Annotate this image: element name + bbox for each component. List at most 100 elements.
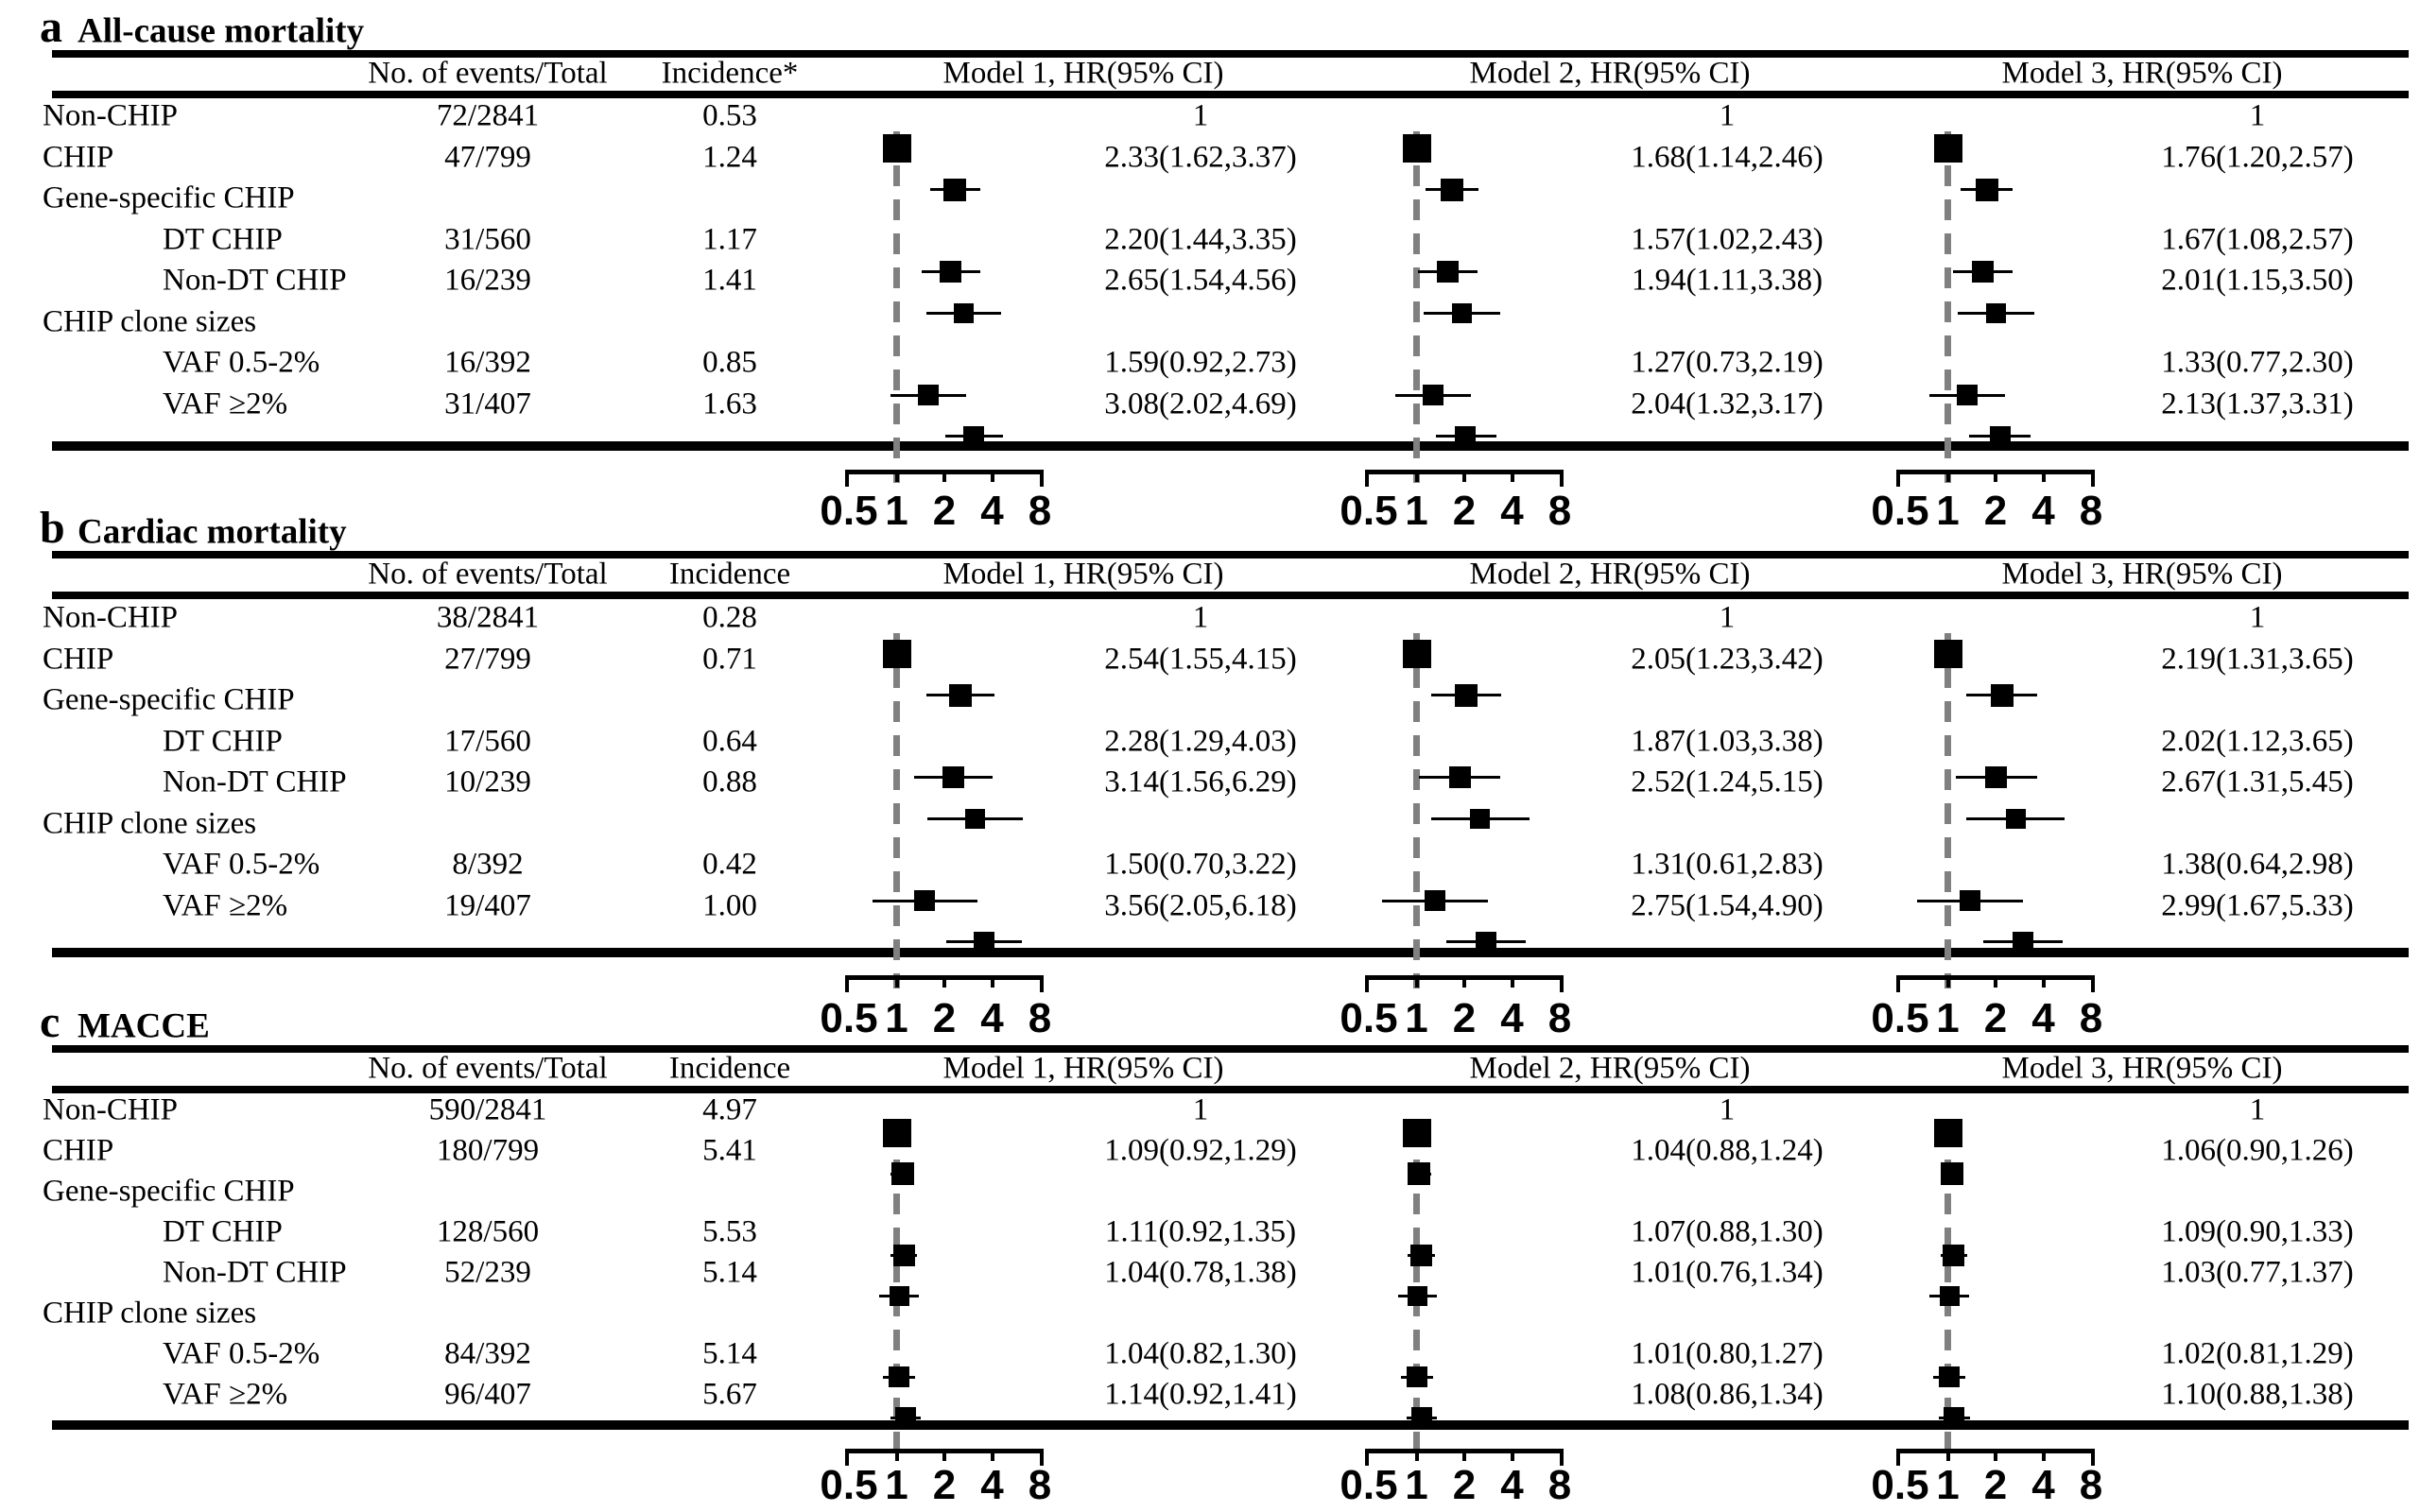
axis-tick-label: 1 <box>1405 995 1428 1041</box>
hr-value: 1 <box>2249 600 2266 635</box>
incidence-value: 5.14 <box>702 1336 757 1371</box>
forest-marker <box>1933 1119 1962 1147</box>
axis-tick-label: 2 <box>1983 488 2008 534</box>
hr-value: 1.38(0.64,2.98) <box>2161 847 2354 882</box>
rule-bottom <box>52 441 2409 451</box>
axis-tick-label: 8 <box>2079 1462 2103 1508</box>
axis-tick-label: 1 <box>885 488 908 534</box>
forest-marker <box>954 302 974 323</box>
events-value: 17/560 <box>444 724 531 758</box>
incidence-value: 0.88 <box>702 765 757 799</box>
forest-marker <box>1938 1366 1960 1387</box>
axis-tick <box>1414 470 1419 482</box>
axis-end-cap <box>1560 975 1564 992</box>
hr-value: 1.10(0.88,1.38) <box>2161 1377 2354 1412</box>
incidence-value: 1.17 <box>702 222 757 256</box>
hr-value: 2.20(1.44,3.35) <box>1104 222 1297 256</box>
row-label: CHIP <box>43 642 114 676</box>
hr-value: 2.52(1.24,5.15) <box>1631 765 1824 799</box>
reference-dashed-line <box>1945 131 1951 483</box>
hr-value: 1.94(1.11,3.38) <box>1631 263 1824 298</box>
forest-marker <box>1409 1244 1432 1266</box>
hr-value: 3.08(2.02,4.69) <box>1104 387 1297 421</box>
forest-marker <box>963 425 985 447</box>
row-label: CHIP <box>43 1133 114 1168</box>
hr-value: 2.99(1.67,5.33) <box>2161 888 2354 922</box>
forest-marker <box>1959 890 1980 911</box>
axis-tick-label: 4 <box>1500 995 1524 1041</box>
axis-tick <box>990 1449 994 1461</box>
incidence-value: 5.67 <box>702 1377 757 1412</box>
hr-value: 2.67(1.31,5.45) <box>2161 765 2354 799</box>
axis-tick-label: 0.5 <box>1340 1462 1398 1508</box>
hr-value: 2.19(1.31,3.65) <box>2161 642 2354 676</box>
row-label: Non-CHIP <box>43 600 179 635</box>
incidence-value: 1.63 <box>702 387 757 421</box>
hr-value: 1.08(0.86,1.34) <box>1631 1377 1824 1412</box>
rule-top <box>52 50 2409 58</box>
axis-tick <box>1994 975 1997 988</box>
hr-value: 2.54(1.55,4.15) <box>1104 642 1297 676</box>
axis-end-cap <box>1040 975 1044 992</box>
axis-tick-label: 8 <box>1547 488 1572 534</box>
forest-marker <box>1436 261 1459 283</box>
forest-marker <box>1972 261 1995 283</box>
incidence-value: 0.53 <box>702 98 757 133</box>
reference-dashed-line <box>1413 131 1420 483</box>
hr-value: 1 <box>1192 98 1209 133</box>
forest-marker <box>882 134 911 163</box>
axis-tick-label: 2 <box>1452 488 1477 534</box>
forest-marker <box>1452 302 1473 323</box>
column-header-events: No. of events/Total <box>368 557 608 592</box>
incidence-value: 0.85 <box>702 345 757 380</box>
axis-tick <box>1994 470 1997 482</box>
axis-tick-label: 2 <box>1452 1462 1477 1508</box>
events-value: 31/560 <box>444 222 531 256</box>
forest-marker <box>889 1366 910 1387</box>
hr-value: 2.01(1.15,3.50) <box>2161 263 2354 298</box>
hr-value: 1.59(0.92,2.73) <box>1104 345 1297 380</box>
events-value: 38/2841 <box>436 600 540 635</box>
hr-value: 2.05(1.23,3.42) <box>1631 642 1824 676</box>
axis-end-cap <box>1365 1449 1369 1466</box>
row-label: CHIP clone sizes <box>43 806 257 840</box>
forest-marker <box>1470 808 1491 829</box>
hr-value: 1.07(0.88,1.30) <box>1631 1214 1824 1249</box>
forest-marker <box>943 178 967 201</box>
events-value: 10/239 <box>444 765 531 799</box>
incidence-value: 0.28 <box>702 600 757 635</box>
incidence-value: 0.64 <box>702 724 757 758</box>
axis-end-cap <box>1560 470 1564 487</box>
forest-marker <box>1407 1366 1428 1387</box>
column-header-events: No. of events/Total <box>368 56 608 91</box>
forest-marker <box>940 261 962 283</box>
hr-value: 1.04(0.82,1.30) <box>1104 1336 1297 1371</box>
forest-marker <box>1425 890 1446 911</box>
hr-value: 1.02(0.81,1.29) <box>2161 1336 2354 1371</box>
rule-top <box>52 1045 2409 1053</box>
axis-tick <box>894 975 899 988</box>
row-label: Non-CHIP <box>43 1092 179 1127</box>
axis-end-cap <box>1896 470 1900 487</box>
forest-marker <box>892 1244 915 1266</box>
forest-marker <box>1454 683 1478 707</box>
axis-end-cap <box>845 1449 849 1466</box>
forest-marker <box>1476 931 1497 953</box>
axis-tick <box>2041 975 2046 988</box>
forest-marker <box>1975 178 1998 201</box>
forest-marker <box>1985 766 2008 788</box>
column-header-model-2: Model 2, HR(95% CI) <box>1469 557 1751 592</box>
reference-dashed-line <box>1945 633 1951 988</box>
row-label: Non-DT CHIP <box>163 1255 347 1290</box>
column-header-events: No. of events/Total <box>368 1051 608 1086</box>
column-header-model-1: Model 1, HR(95% CI) <box>942 1051 1224 1086</box>
forest-marker <box>1933 640 1962 668</box>
incidence-value: 0.71 <box>702 642 757 676</box>
axis-end-cap <box>2091 1449 2095 1466</box>
axis-tick <box>1510 470 1514 482</box>
incidence-value: 4.97 <box>702 1092 757 1127</box>
forest-marker <box>1940 1162 1963 1185</box>
hr-value: 1.76(1.20,2.57) <box>2161 140 2354 174</box>
axis-end-cap <box>2091 470 2095 487</box>
events-value: 180/799 <box>436 1133 540 1168</box>
